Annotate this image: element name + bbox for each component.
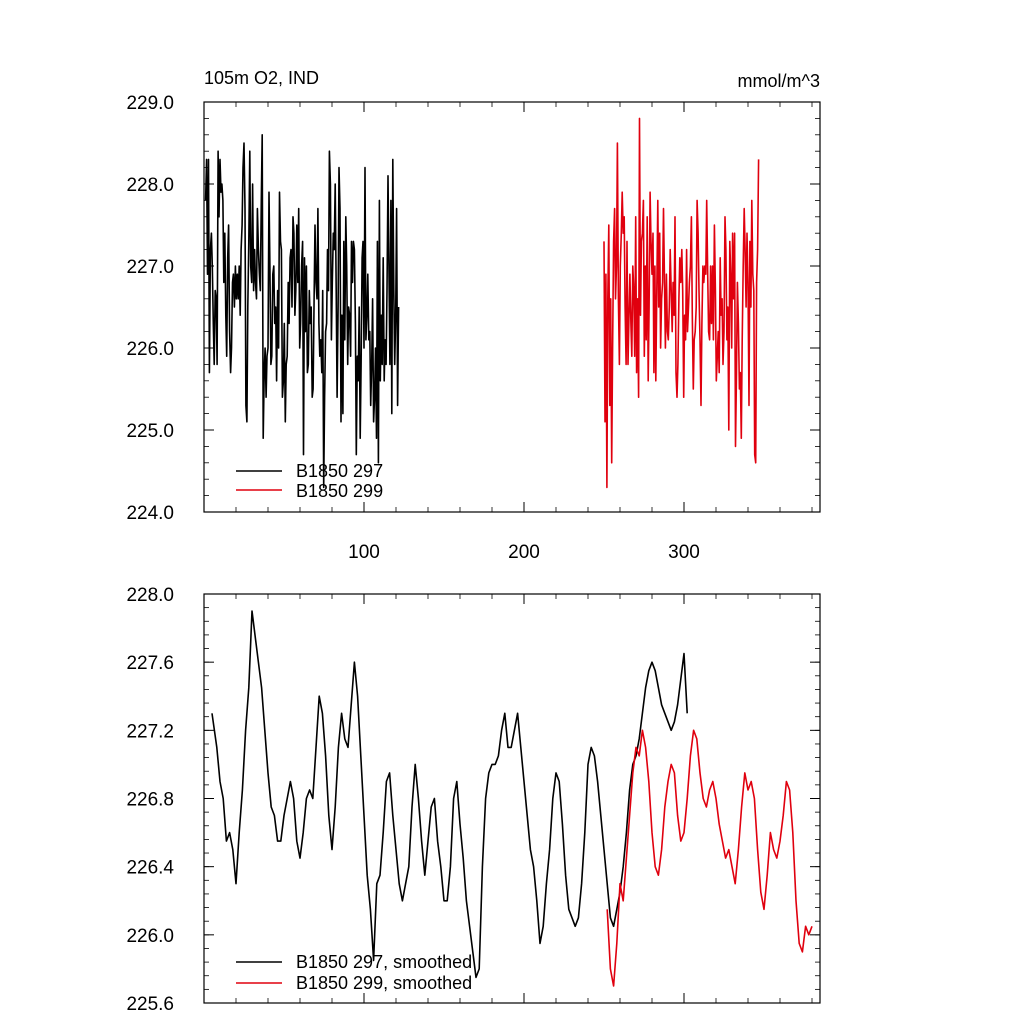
bottom-ytick-label: 226.8 (126, 790, 174, 811)
top-series-0 (204, 134, 400, 489)
bottom-series-0 (211, 610, 688, 979)
bottom-ytick-label: 227.6 (126, 653, 174, 674)
bottom-ytick-label: 225.6 (126, 994, 174, 1015)
chart-title: 105m O2, IND (204, 68, 319, 88)
top-ytick-label: 228.0 (126, 175, 174, 196)
top-ytick-label: 226.0 (126, 339, 174, 360)
top-ytick-label: 224.0 (126, 503, 174, 524)
units-label: mmol/m^3 (738, 71, 820, 91)
top-plot-frame (203, 101, 821, 513)
bottom-series-1 (606, 729, 813, 987)
top-xtick-label: 300 (668, 542, 700, 563)
bottom-ytick-label: 226.0 (126, 926, 174, 947)
legend-label-299-smoothed: B1850 299, smoothed (296, 973, 472, 993)
top-xtick-label: 200 (508, 542, 540, 563)
top-ytick-label: 225.0 (126, 421, 174, 442)
bottom-plot-frame (203, 593, 821, 1004)
legend-label-297: B1850 297 (296, 461, 383, 481)
bottom-ytick-label: 226.4 (126, 858, 174, 879)
top-ytick-label: 229.0 (126, 93, 174, 114)
legend-label-299: B1850 299 (296, 481, 383, 501)
top-series-1 (603, 117, 760, 489)
bottom-ytick-label: 227.2 (126, 721, 174, 742)
bottom-ytick-label: 228.0 (126, 585, 174, 606)
top-xtick-label: 100 (348, 542, 380, 563)
top-ytick-label: 227.0 (126, 257, 174, 278)
legend-label-297-smoothed: B1850 297, smoothed (296, 952, 472, 972)
